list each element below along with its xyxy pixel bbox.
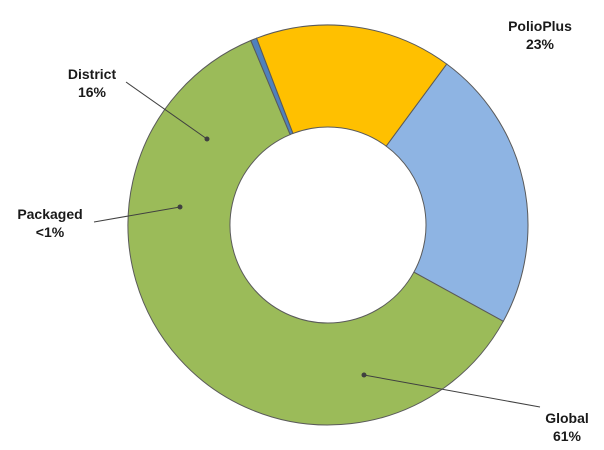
slice-value-district: 16% (78, 84, 107, 100)
slice-label-polioplus: PolioPlus (508, 18, 572, 34)
leader-line-district (125, 81, 208, 140)
leader-dot-district (204, 136, 210, 142)
leader-line-global (363, 374, 541, 408)
slice-value-global: 61% (553, 428, 582, 444)
slice-district (255, 24, 448, 147)
slice-value-packaged: <1% (36, 224, 65, 240)
labels-group: PolioPlus 23% District 16% Packaged <1% … (17, 18, 588, 444)
slice-label-packaged: Packaged (17, 206, 82, 222)
leader-dot-packaged (177, 204, 183, 210)
slice-label-global: Global (545, 410, 589, 426)
slice-label-district: District (68, 66, 117, 82)
slice-global (127, 39, 504, 426)
leader-lines-group (93, 81, 541, 408)
slice-value-polioplus: 23% (526, 36, 555, 52)
slices-group (127, 24, 529, 426)
leader-dot-global (361, 372, 367, 378)
leader-line-packaged (93, 206, 181, 223)
slice-polioplus (385, 63, 529, 322)
